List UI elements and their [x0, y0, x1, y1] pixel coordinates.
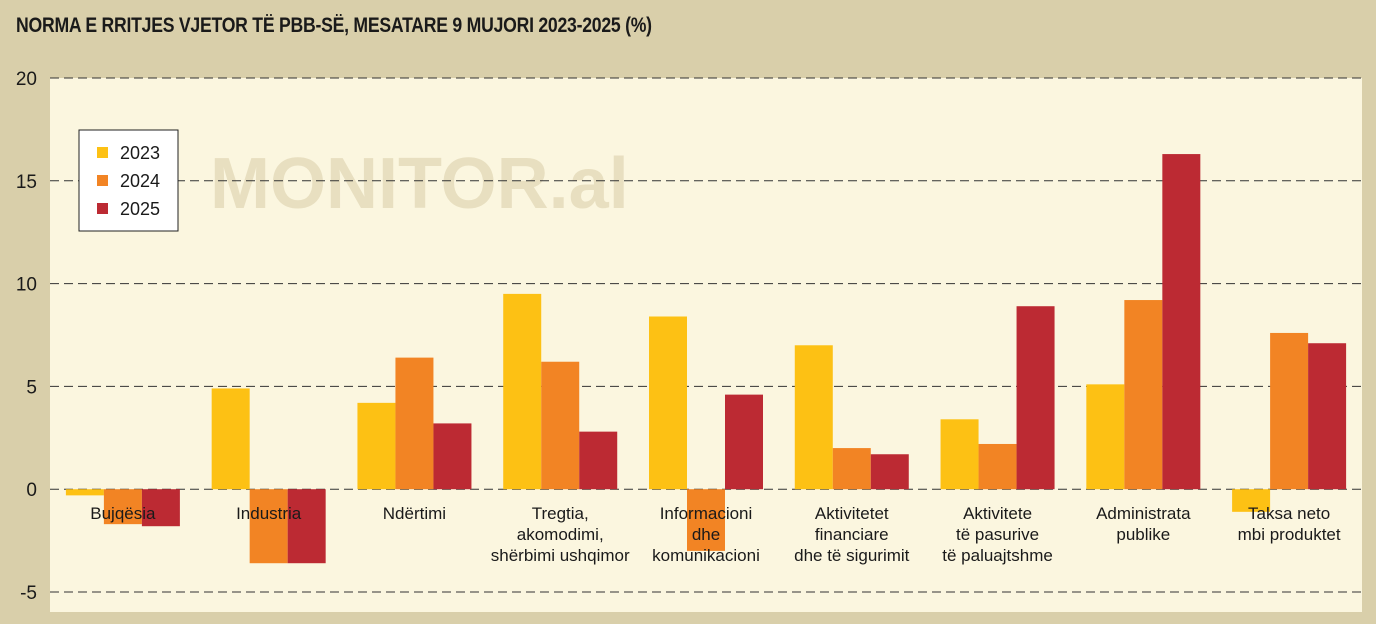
category-label: Aktivitete të pasurive të paluajtshme	[942, 504, 1053, 565]
bar-2024	[687, 489, 725, 551]
legend-box	[78, 129, 179, 232]
bar-2024	[103, 489, 142, 525]
bar-2023	[649, 316, 687, 490]
bar-2023	[794, 345, 833, 490]
bar-2023	[65, 489, 104, 496]
category-label: Informacioni dhe komunikacioni	[652, 504, 760, 565]
bar-2025	[870, 454, 909, 490]
category-labels: Bujqësia Industria Ndërtimi Tregtia, akomodi…	[90, 504, 1341, 565]
legend-swatch-2024	[97, 175, 108, 186]
y-tick-label: 0	[26, 480, 37, 501]
category-label: Administrata publike	[1096, 504, 1191, 544]
bar-2025	[287, 489, 326, 564]
bar-2025	[1162, 154, 1201, 490]
legend-swatch-2025	[97, 203, 108, 214]
bar-2025	[579, 431, 618, 490]
bar-2024	[832, 448, 871, 490]
legend-label-2023: 2023	[120, 143, 160, 163]
y-tick-label: -5	[20, 583, 37, 604]
category-label: Ndërtimi	[383, 504, 446, 523]
bar-2024	[395, 357, 434, 490]
watermark: MONITOR.al	[210, 144, 629, 224]
bar-2024	[541, 361, 580, 490]
category-label: Aktivitetet financiare dhe të sigurimit	[794, 504, 910, 565]
bar-2025	[725, 394, 763, 490]
category-label: Industria	[236, 504, 302, 523]
bars	[65, 154, 1347, 564]
bar-2025	[433, 423, 472, 490]
bar-2025	[1016, 306, 1055, 490]
category-label: Taksa neto mbi produktet	[1238, 504, 1341, 544]
category-label: Tregtia, akomodimi, shërbimi ushqimor	[491, 504, 630, 565]
bar-2023	[503, 293, 542, 490]
y-tick-label: 15	[16, 172, 37, 193]
bar-2023	[211, 388, 250, 490]
bar-2023	[940, 419, 979, 490]
y-tick-label: 10	[16, 275, 37, 296]
bar-2024	[978, 443, 1017, 490]
legend-label-2025: 2025	[120, 199, 160, 219]
legend-label-2024: 2024	[120, 171, 160, 191]
category-label: Bujqësia	[90, 504, 156, 523]
legend: 2023 2024 2025	[78, 129, 179, 232]
bar-2024	[249, 489, 288, 564]
y-axis-ticks: 20 15 10 5 0 -5	[16, 69, 37, 604]
bar-2024	[1270, 332, 1309, 490]
bar-2023	[1086, 384, 1125, 490]
bar-2025	[1308, 343, 1347, 490]
chart-title: NORMA E RRITJES VJETOR TË PBB-SË, MESATA…	[16, 14, 652, 37]
bar-2023	[1232, 489, 1271, 512]
legend-swatch-2023	[97, 147, 108, 158]
y-tick-label: 20	[16, 69, 37, 90]
bar-2023	[357, 402, 396, 490]
bar-2024	[1124, 300, 1163, 490]
bar-2025	[141, 489, 180, 527]
y-tick-label: 5	[26, 377, 37, 398]
